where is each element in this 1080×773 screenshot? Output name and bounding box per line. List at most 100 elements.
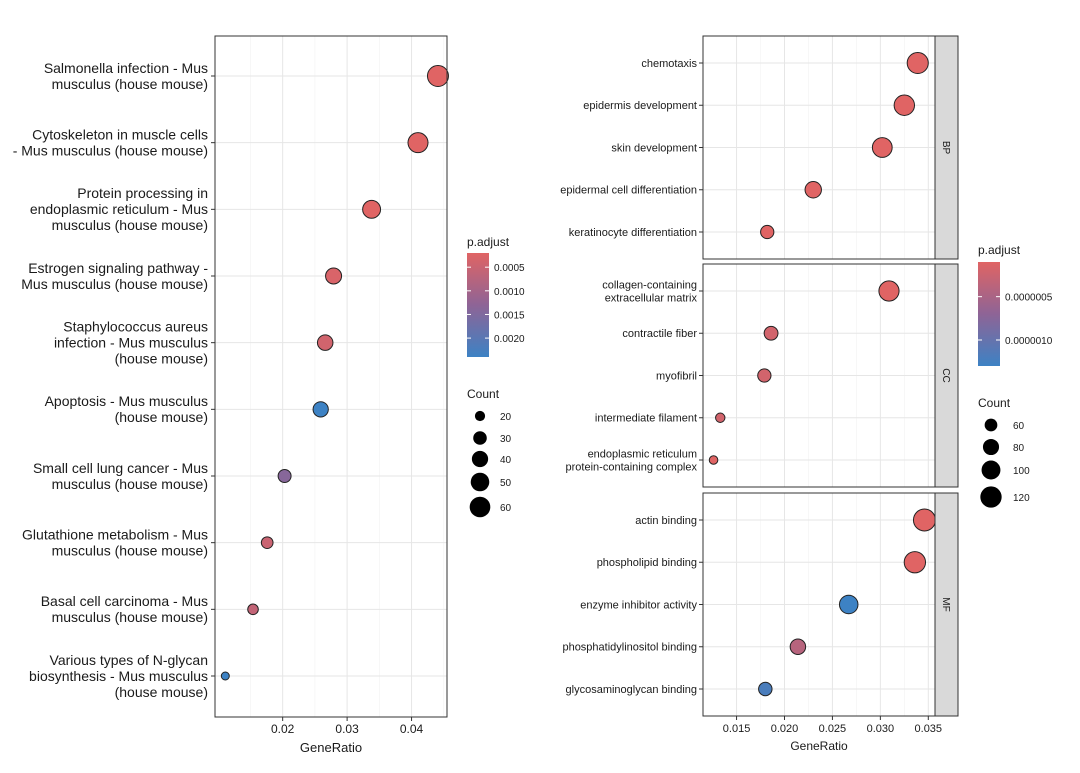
size-legend-key	[473, 431, 487, 445]
y-tick-label: epidermis development	[583, 100, 697, 112]
data-point	[708, 455, 719, 465]
y-tick-label-line: biosynthesis - Mus musculus	[29, 668, 208, 684]
y-tick-label: actin binding	[635, 515, 697, 527]
right-panel: BP chemotaxis epidermis development skin de…	[560, 35, 1053, 753]
color-legend-label: 0.0000005	[1005, 293, 1053, 304]
y-tick-label-line: phosphatidylinositol binding	[562, 642, 697, 654]
y-tick-label-line: Protein processing in	[77, 185, 208, 201]
size-legend-label: 20	[500, 412, 512, 423]
size-legend-label: 30	[500, 434, 512, 445]
y-tick-label: Estrogen signaling pathway -Mus musculus…	[21, 260, 208, 292]
y-tick-label-line: (house mouse)	[115, 351, 208, 367]
y-tick-label-line: extracellular matrix	[605, 292, 698, 304]
data-point	[804, 181, 822, 199]
data-point	[247, 603, 259, 616]
color-legend-title: p.adjust	[467, 235, 510, 249]
y-tick-label-line: Various types of N-glycan	[50, 652, 208, 668]
facet-strip-label: MF	[940, 597, 951, 611]
facet-strip	[934, 35, 959, 260]
plot-panel-border	[214, 35, 448, 718]
size-legend-label: 40	[500, 455, 512, 466]
y-tick-label: endoplasmic reticulum protein-containing …	[566, 448, 698, 473]
size-legend-label: 100	[1013, 466, 1030, 477]
color-legend-label: 0.0005	[494, 263, 525, 274]
y-tick-label: keratinocyte differentiation	[569, 227, 697, 239]
y-tick-label-line: Mus musculus (house mouse)	[21, 276, 208, 292]
data-point	[312, 401, 329, 418]
x-axis-title: GeneRatio	[790, 739, 848, 753]
color-legend-label: 0.0000010	[1005, 336, 1053, 347]
y-tick-label: Basal cell carcinoma - Mus musculus (hous…	[41, 593, 208, 625]
y-tick-label: phospholipid binding	[597, 557, 697, 569]
y-tick-label-line: Cytoskeleton in muscle cells	[32, 127, 208, 143]
y-tick-label-line: Small cell lung cancer - Mus	[33, 460, 208, 476]
x-tick-label: 0.020	[771, 723, 799, 735]
data-point	[912, 508, 936, 532]
y-tick-label-line: chemotaxis	[641, 58, 697, 70]
size-legend-key	[980, 486, 1002, 508]
x-tick-label: 0.02	[271, 722, 295, 736]
y-tick-label: collagen-containing extracellular matrix	[602, 279, 697, 304]
size-legend-title: Count	[467, 387, 500, 401]
size-legend-title: Count	[978, 396, 1011, 410]
data-point	[362, 199, 382, 219]
data-point	[760, 224, 775, 240]
size-legend-label: 120	[1013, 493, 1030, 504]
x-axis-title: GeneRatio	[300, 740, 362, 755]
y-tick-label: enzyme inhibitor activity	[580, 599, 697, 611]
color-legend-bar	[467, 253, 489, 357]
size-legend-key	[981, 460, 1001, 480]
y-tick-label-line: myofibril	[656, 370, 697, 382]
y-tick-label-line: Basal cell carcinoma - Mus	[41, 593, 208, 609]
data-point	[260, 536, 274, 550]
x-tick-label: 0.03	[335, 722, 359, 736]
size-legend-key	[470, 472, 490, 492]
y-tick-label-line: - Mus musculus (house mouse)	[13, 143, 208, 159]
y-tick-label-line: Salmonella infection - Mus	[44, 60, 208, 76]
y-tick-label-line: Glutathione metabolism - Mus	[22, 527, 208, 543]
data-point	[893, 94, 916, 116]
y-tick-label-line: Apoptosis - Mus musculus	[45, 393, 208, 409]
y-tick-label-line: enzyme inhibitor activity	[580, 599, 697, 611]
color-legend-bar	[978, 262, 1000, 366]
y-tick-label-line: Staphylococcus aureus	[63, 319, 208, 335]
facet-strip-label: BP	[940, 141, 951, 155]
data-point	[878, 280, 900, 302]
y-tick-label: Small cell lung cancer - Mus musculus (ho…	[33, 460, 208, 492]
y-tick-label: Apoptosis - Mus musculus (house mouse)	[45, 393, 208, 425]
x-tick-label: 0.030	[867, 723, 895, 735]
x-tick-label: 0.04	[400, 722, 424, 736]
plot-panel-bg	[215, 36, 447, 717]
data-point	[277, 469, 292, 483]
y-tick-label-line: musculus (house mouse)	[52, 76, 208, 92]
color-legend-label: 0.0015	[494, 310, 525, 321]
y-tick-label-line: musculus (house mouse)	[52, 543, 208, 559]
facet-strip	[934, 263, 959, 488]
data-point	[906, 51, 929, 75]
facet-strip	[934, 492, 959, 717]
y-tick-label-line: skin development	[611, 142, 697, 154]
y-tick-label: contractile fiber	[622, 328, 697, 340]
y-tick-label-line: phospholipid binding	[597, 557, 697, 569]
data-point	[316, 334, 334, 351]
y-tick-label-line: (house mouse)	[115, 409, 208, 425]
data-point	[903, 551, 927, 574]
y-tick-label-line: intermediate filament	[595, 413, 697, 425]
color-legend-label: 0.0010	[494, 287, 525, 298]
data-point	[220, 671, 230, 681]
data-point	[871, 137, 893, 158]
y-tick-label-line: keratinocyte differentiation	[569, 227, 697, 239]
y-tick-label: Salmonella infection - Mus musculus (hous…	[44, 60, 208, 92]
y-tick-label: myofibril	[656, 370, 697, 382]
y-tick-label: phosphatidylinositol binding	[562, 642, 697, 654]
y-tick-label: Staphylococcus aureus infection - Mus mus…	[54, 319, 208, 367]
y-tick-label: Protein processing in endoplasmic reticul…	[30, 185, 208, 233]
x-tick-label: 0.035	[915, 723, 943, 735]
data-point	[789, 638, 807, 655]
y-tick-label-line: (house mouse)	[115, 684, 208, 700]
data-point	[715, 412, 726, 423]
size-legend-label: 60	[1013, 421, 1025, 432]
y-tick-label-line: musculus (house mouse)	[52, 609, 208, 625]
size-legend-key	[471, 450, 489, 468]
